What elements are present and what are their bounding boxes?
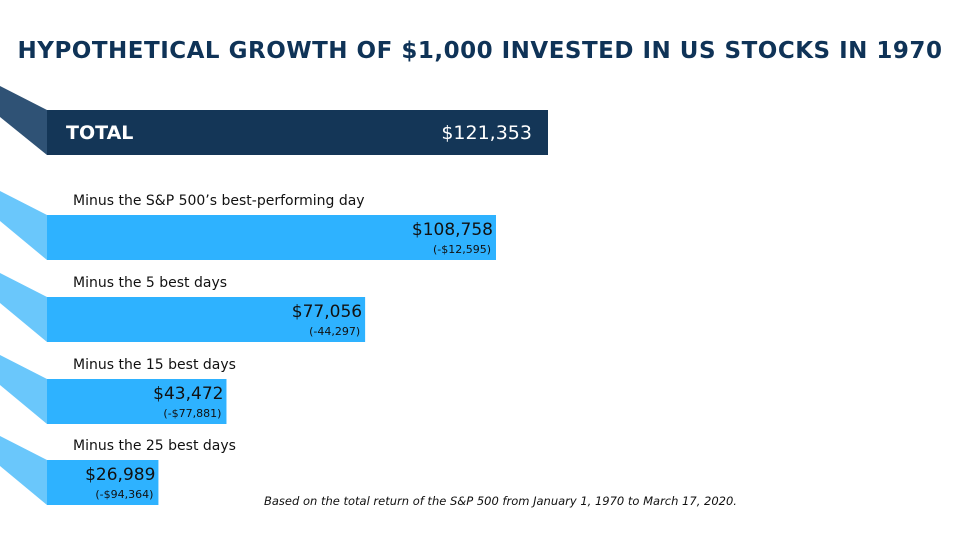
value-label-1: $108,758 bbox=[412, 220, 493, 240]
value-label-2: $77,056 bbox=[292, 302, 362, 322]
bar-3 bbox=[47, 379, 227, 424]
difference-label-3: (-$77,881) bbox=[163, 407, 221, 420]
difference-label-2: (-44,297) bbox=[309, 325, 360, 338]
bar-2 bbox=[47, 297, 366, 342]
bar-4 bbox=[47, 460, 159, 505]
bar-1 bbox=[47, 215, 497, 260]
category-label-3: Minus the 15 best days bbox=[73, 357, 236, 373]
bar-flap-3 bbox=[0, 355, 47, 424]
category-label-1: Minus the S&P 500’s best-performing day bbox=[73, 193, 365, 209]
footnote: Based on the total return of the S&P 500… bbox=[264, 494, 737, 508]
difference-label-4: (-$94,364) bbox=[95, 488, 153, 501]
total-bar-flap bbox=[0, 86, 47, 155]
total-value-label: $121,353 bbox=[441, 122, 532, 144]
bar-flap-2 bbox=[0, 273, 47, 342]
category-label-2: Minus the 5 best days bbox=[73, 275, 227, 291]
total-bar bbox=[47, 110, 548, 155]
difference-label-1: (-$12,595) bbox=[433, 243, 491, 256]
bar-flap-4 bbox=[0, 436, 47, 505]
chart-title: HYPOTHETICAL GROWTH OF $1,000 INVESTED I… bbox=[17, 38, 943, 64]
category-label-4: Minus the 25 best days bbox=[73, 438, 236, 454]
value-label-3: $43,472 bbox=[153, 384, 223, 404]
bar-flap-1 bbox=[0, 191, 47, 260]
value-label-4: $26,989 bbox=[85, 465, 155, 485]
total-label: TOTAL bbox=[66, 122, 133, 144]
